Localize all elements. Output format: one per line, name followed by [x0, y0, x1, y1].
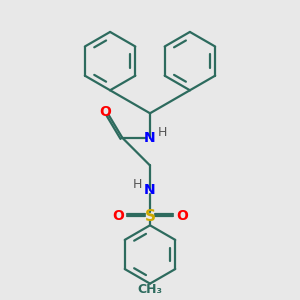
Text: H: H	[158, 126, 168, 139]
Text: N: N	[144, 183, 156, 197]
Text: O: O	[176, 209, 188, 223]
Text: S: S	[145, 208, 155, 224]
Text: CH₃: CH₃	[137, 283, 163, 296]
Text: O: O	[112, 209, 124, 223]
Text: N: N	[144, 131, 156, 145]
Text: H: H	[132, 178, 142, 191]
Text: O: O	[100, 105, 111, 119]
